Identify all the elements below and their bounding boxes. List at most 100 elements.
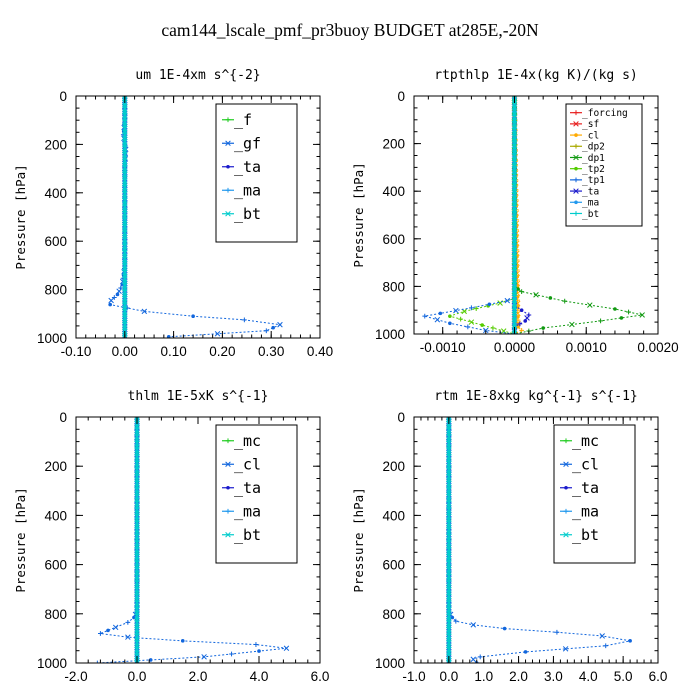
series-tp1-point — [422, 313, 428, 319]
y-tick-label: 200 — [382, 137, 405, 152]
series-tp1-point — [438, 311, 443, 316]
series-ta-point — [517, 321, 523, 327]
legend-marker-point — [573, 143, 579, 149]
legend-marker-point — [564, 485, 568, 490]
series-ta-point — [519, 308, 524, 313]
legend-label: _ta — [582, 186, 599, 197]
series-cl-point — [257, 649, 261, 653]
series-bt — [122, 96, 128, 338]
x-tick-label: 2.0 — [509, 669, 528, 684]
legend-marker-point — [225, 438, 231, 444]
x-tick-label: 0.10 — [160, 344, 186, 359]
legend-marker-point — [563, 531, 569, 538]
x-tick-label: 0.0000 — [494, 340, 535, 355]
y-tick-label: 1000 — [375, 327, 405, 342]
series-cl-line — [513, 96, 523, 334]
series-dp1-point — [569, 321, 575, 328]
series-cl-point — [125, 620, 131, 625]
legend-marker-point — [225, 531, 231, 538]
series-tp1-point — [483, 327, 489, 334]
legend-marker-point — [225, 508, 231, 514]
series-gf-point — [108, 302, 112, 307]
series-gf-point — [111, 295, 117, 300]
series-cl-point — [554, 629, 560, 635]
x-tick-label: -0.0010 — [420, 340, 466, 355]
y-tick-label: 400 — [382, 184, 405, 199]
x-tick-label: -1.0 — [402, 669, 425, 684]
series-dp1-point — [598, 318, 603, 324]
y-tick-label: 0 — [59, 410, 67, 425]
series-cl-point — [112, 624, 119, 631]
legend-marker-point — [574, 200, 578, 205]
x-tick-label: -2.0 — [64, 669, 87, 684]
legend-label: _bt — [234, 526, 261, 544]
y-tick-label: 600 — [44, 234, 67, 249]
legend-marker-point — [573, 110, 579, 116]
legend: _mc _cl _ta _ma _bt — [215, 424, 298, 564]
y-tick-label: 200 — [44, 137, 67, 152]
series-cl-point — [562, 646, 569, 652]
y-axis-label: Pressure [hPa] — [351, 162, 366, 267]
series-tp1-point — [487, 302, 492, 307]
x-tick-label: 1.0 — [474, 669, 493, 684]
series-cl-point — [523, 650, 528, 654]
series-dp1-point — [639, 312, 645, 318]
series-dp1-point — [516, 287, 520, 291]
legend-marker-point — [574, 133, 578, 137]
series-cl-point — [628, 639, 632, 643]
series-bt — [511, 96, 518, 334]
series-cl-point — [253, 642, 259, 647]
series-tp2-point — [490, 325, 496, 331]
legend-marker-point — [226, 485, 230, 490]
series-dp1-point — [562, 298, 568, 304]
legend-label: _ta — [234, 479, 261, 497]
y-axis-label: Pressure [hPa] — [351, 487, 366, 592]
series-gf-point — [271, 325, 275, 330]
series-cl-point — [98, 631, 103, 636]
legend-marker-point — [573, 188, 579, 194]
plot-area — [446, 417, 632, 663]
legend-marker-point — [563, 438, 569, 444]
series-cl-point — [229, 651, 234, 657]
x-tick-label: 0.00 — [112, 344, 138, 359]
series-bt — [134, 417, 140, 663]
legend-label: _f — [234, 111, 252, 129]
legend-marker-point — [225, 210, 231, 217]
series-tp2-point — [468, 319, 475, 325]
series-dp1-point — [613, 307, 617, 311]
series-bt-point — [446, 660, 452, 663]
plot-area — [94, 417, 290, 663]
panel-um-1e-4xm-s-2: um 1E-4xm s^{-2} Pressure [hPa] -0.10 0.00 0… — [13, 68, 333, 359]
legend-label: _ma — [234, 182, 261, 200]
legend-box — [215, 424, 298, 564]
y-tick-label: 800 — [382, 279, 405, 294]
y-axis-label: Pressure [hPa] — [13, 487, 28, 592]
legend-label: _ma — [234, 503, 261, 521]
legend-marker-point — [226, 164, 230, 169]
panel-title: rtpthlp 1E-4x(kg K)/(kg s) — [434, 68, 638, 83]
legend: _f _gf _ta _ma _bt — [215, 103, 298, 243]
legend-label: _ta — [234, 158, 261, 176]
panel-title: thlm 1E-5xK s^{-1} — [128, 389, 269, 404]
series-cl-point — [470, 656, 477, 663]
x-tick-label: 0.0010 — [566, 340, 607, 355]
x-tick-label: 6.0 — [311, 669, 330, 684]
legend-label: _dp2 — [582, 142, 605, 153]
panel-thlm-1e-5xk-s-1: thlm 1E-5xK s^{-1} Pressure [hPa] -2.0 0.0 2… — [13, 389, 329, 684]
panels: um 1E-4xm s^{-2}Pressure [hPa]-0.10 0.00 0… — [13, 68, 679, 684]
x-tick-label: 6.0 — [649, 669, 668, 684]
series-dp1-point — [587, 302, 593, 308]
series-cl-point — [515, 317, 521, 323]
y-tick-label: 800 — [382, 607, 405, 622]
legend-marker-point — [563, 461, 569, 468]
series-cl-point — [148, 658, 153, 662]
y-tick-label: 800 — [44, 283, 67, 298]
legend-label: _tp2 — [582, 164, 605, 175]
x-tick-label: 4.0 — [250, 669, 269, 684]
x-tick-label: 3.0 — [544, 669, 563, 684]
series-bt-point — [134, 660, 140, 663]
series-cl-point — [94, 660, 100, 663]
series-gf-point — [263, 328, 269, 334]
legend-label: _gf — [234, 135, 261, 153]
series-cl-line — [448, 417, 631, 663]
